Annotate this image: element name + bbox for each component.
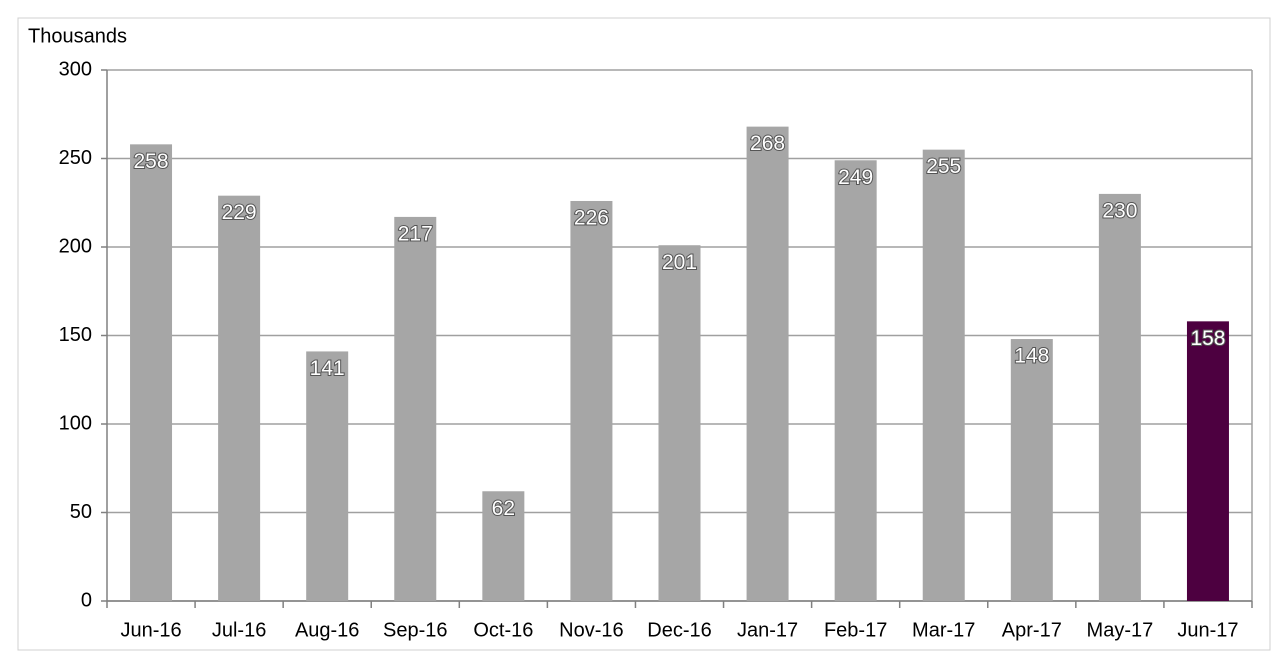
x-tick-label: Nov-16 (559, 619, 623, 641)
x-tick-label: Jun-16 (120, 619, 181, 641)
data-label: 201 (662, 251, 697, 274)
y-tick-label: 100 (59, 412, 92, 434)
data-label: 255 (926, 155, 961, 178)
x-tick-label: Oct-16 (473, 619, 533, 641)
bar (570, 200, 613, 602)
bar (922, 149, 965, 601)
bar (746, 126, 789, 601)
bar (482, 491, 525, 601)
y-tick-label: 0 (81, 589, 92, 611)
bar (1186, 321, 1229, 601)
data-label: 217 (398, 222, 433, 245)
x-tick-label: Dec-16 (647, 619, 711, 641)
x-tick-label: Feb-17 (824, 619, 887, 641)
data-label: 62 (492, 497, 515, 520)
chart-border (17, 17, 1271, 651)
data-label: 258 (134, 150, 169, 173)
x-tick-label: May-17 (1087, 619, 1154, 641)
x-tick-label: Sep-16 (383, 619, 448, 641)
data-label: 268 (750, 132, 785, 155)
x-tick-label: Jun-17 (1177, 619, 1238, 641)
x-tick-label: Apr-17 (1002, 619, 1062, 641)
x-tick-label: Jul-16 (212, 619, 266, 641)
data-label: 249 (838, 166, 873, 189)
bar (834, 160, 877, 601)
data-label: 158 (1190, 327, 1225, 350)
x-tick-label: Jan-17 (737, 619, 798, 641)
bar (658, 245, 701, 602)
y-tick-label: 50 (70, 501, 92, 523)
bar (218, 195, 261, 602)
y-tick-label: 300 (59, 58, 92, 80)
data-label: 141 (310, 357, 345, 380)
data-label: 230 (1102, 199, 1137, 222)
y-tick-label: 200 (59, 235, 92, 257)
bar (306, 351, 349, 601)
data-label: 229 (222, 201, 257, 224)
bar (394, 216, 437, 601)
data-label: 226 (574, 207, 609, 230)
y-tick-label: 150 (59, 324, 92, 346)
x-tick-label: Mar-17 (912, 619, 975, 641)
data-label: 148 (1014, 345, 1049, 368)
x-tick-label: Aug-16 (295, 619, 360, 641)
bar (1010, 339, 1053, 601)
y-tick-label: 250 (59, 147, 92, 169)
bar (130, 144, 173, 601)
bar (1098, 193, 1141, 601)
y-axis-label: Thousands (28, 25, 127, 47)
